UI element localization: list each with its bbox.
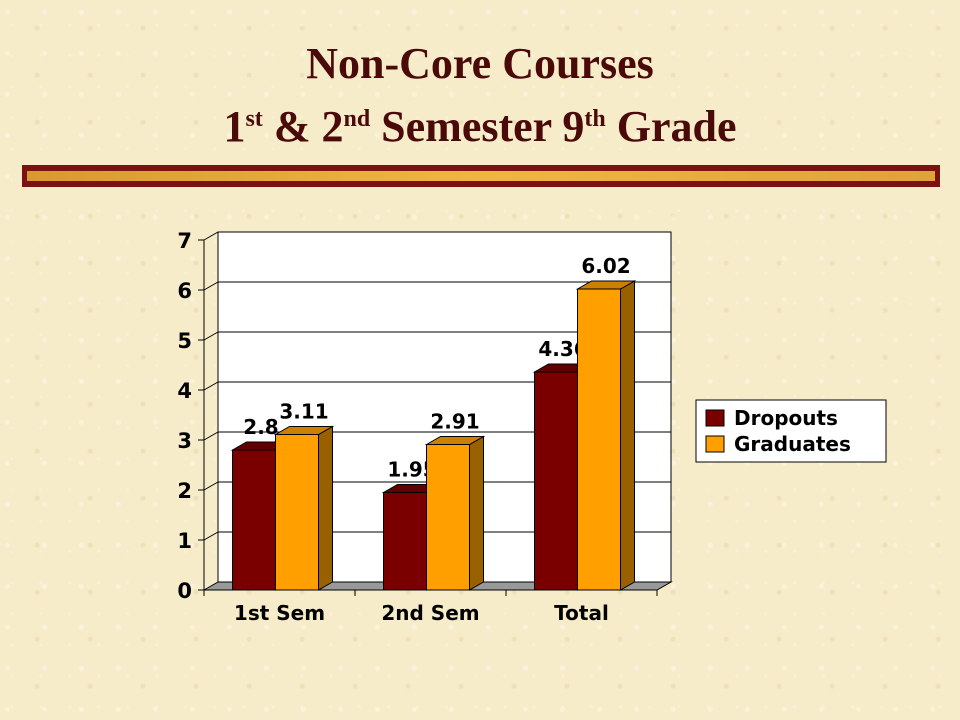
bar bbox=[426, 444, 470, 591]
x-category-label: 1st Sem bbox=[234, 601, 325, 625]
slide-title-line1: Non-Core Courses bbox=[306, 39, 654, 88]
legend-label: Dropouts bbox=[734, 406, 838, 430]
title-superscript: st bbox=[245, 106, 263, 132]
bar bbox=[232, 449, 276, 591]
y-tick-label: 7 bbox=[177, 229, 192, 253]
title-part: Semester 9 bbox=[370, 102, 585, 151]
legend-label: Graduates bbox=[734, 432, 851, 456]
gridline-side bbox=[203, 431, 219, 441]
x-category-label: Total bbox=[554, 601, 609, 625]
title-divider-bar bbox=[22, 165, 940, 187]
gridline-side bbox=[203, 231, 219, 241]
y-tick-label: 1 bbox=[177, 529, 192, 553]
y-tick-label: 0 bbox=[177, 579, 192, 603]
gridline-side bbox=[203, 331, 219, 341]
legend-box bbox=[695, 399, 887, 463]
gridline-side bbox=[203, 481, 219, 491]
data-label: 2.91 bbox=[430, 410, 479, 434]
x-category-label: 2nd Sem bbox=[381, 601, 479, 625]
y-tick-label: 5 bbox=[177, 329, 192, 353]
title-superscript: nd bbox=[343, 106, 371, 132]
gridline-side bbox=[203, 531, 219, 541]
gridline-side bbox=[203, 381, 219, 391]
title-part: Grade bbox=[605, 102, 737, 151]
data-label: 2.8 bbox=[243, 415, 278, 439]
bar-side bbox=[318, 425, 333, 591]
title-superscript: th bbox=[584, 106, 606, 132]
bar bbox=[383, 492, 427, 591]
y-tick-label: 4 bbox=[177, 379, 192, 403]
legend-swatch bbox=[705, 409, 725, 427]
legend-swatch bbox=[705, 435, 725, 453]
title-divider-inner bbox=[27, 171, 935, 181]
data-label: 6.02 bbox=[581, 254, 630, 278]
data-label: 3.11 bbox=[279, 400, 328, 424]
gridline-side bbox=[203, 281, 219, 291]
title-part: & 2 bbox=[262, 102, 344, 151]
title-part: 1 bbox=[223, 102, 246, 151]
bar-side bbox=[620, 280, 635, 591]
y-tick-label: 2 bbox=[177, 479, 192, 503]
y-tick-label: 6 bbox=[177, 279, 192, 303]
bar bbox=[534, 371, 578, 591]
bar-side bbox=[469, 435, 484, 591]
y-tick-label: 3 bbox=[177, 429, 192, 453]
bar bbox=[275, 434, 319, 591]
bar bbox=[577, 288, 621, 591]
slide-title-line2: 1st & 2nd Semester 9th Grade bbox=[0, 105, 960, 149]
